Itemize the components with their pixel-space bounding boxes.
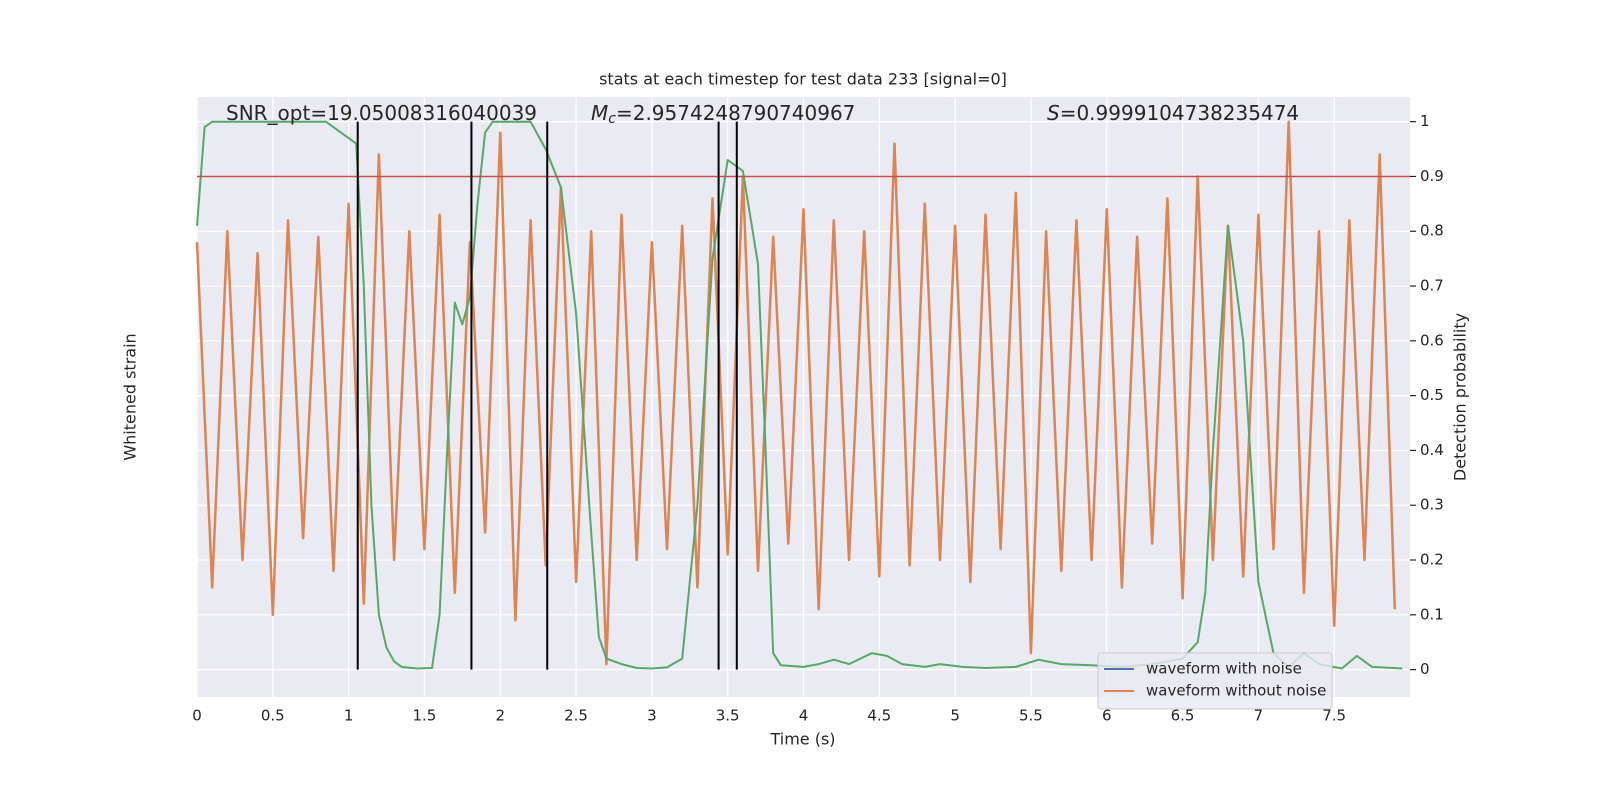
x-tick-label: 4 — [799, 707, 809, 725]
x-tick-label: 7.5 — [1322, 707, 1346, 725]
y2-tick-label: 0 — [1420, 660, 1430, 678]
x-tick-label: 0.5 — [261, 707, 285, 725]
annotation-symbol: M — [591, 101, 608, 125]
legend-label: waveform with noise — [1146, 660, 1302, 678]
chart-title: stats at each timestep for test data 233… — [599, 70, 1007, 89]
y2-tick-label: 0.6 — [1420, 331, 1444, 349]
y2-tick-label: 0.8 — [1420, 222, 1444, 240]
annotation: S=0.9999104738235474 — [1047, 101, 1299, 125]
y2-tick-label: 0.2 — [1420, 551, 1444, 569]
x-tick-label: 3 — [647, 707, 657, 725]
annotation: Mc=2.9574248790740967 — [591, 101, 855, 128]
x-tick-label: 6.5 — [1171, 707, 1195, 725]
x-tick-label: 7 — [1254, 707, 1264, 725]
x-tick-label: 4.5 — [867, 707, 891, 725]
x-tick-label: 1.5 — [413, 707, 437, 725]
y2-tick-label: 0.5 — [1420, 386, 1444, 404]
y2-axis-label: Detection probability — [1451, 313, 1470, 481]
x-tick-label: 5.5 — [1019, 707, 1043, 725]
x-tick-label: 0 — [192, 707, 202, 725]
y2-tick-label: 0.3 — [1420, 496, 1444, 514]
legend-label: waveform without noise — [1146, 682, 1326, 700]
annotation-symbol: S — [1047, 101, 1060, 125]
y2-tick-label: 0.1 — [1420, 605, 1444, 623]
series-line — [195, 120, 1397, 666]
legend-box — [1097, 652, 1333, 710]
y2-tick-label: 0.7 — [1420, 277, 1444, 295]
y2-tick-label: 1 — [1420, 112, 1430, 130]
x-tick-label: 5 — [950, 707, 960, 725]
x-tick-label: 1 — [344, 707, 354, 725]
x-axis-label: Time (s) — [769, 730, 835, 749]
x-tick-label: 6 — [1102, 707, 1112, 725]
annotation-subscript: c — [608, 111, 616, 127]
annotation-text: =0.9999104738235474 — [1060, 101, 1299, 125]
y-axis-label: Whitened strain — [121, 333, 140, 460]
annotation-text: =2.9574248790740967 — [616, 101, 855, 125]
x-tick-label: 3.5 — [716, 707, 740, 725]
x-tick-label: 2 — [495, 707, 505, 725]
annotation: SNR_opt=19.05008316040039 — [226, 101, 537, 125]
annotation-text: SNR_opt=19.05008316040039 — [226, 101, 537, 125]
y2-tick-label: 0.9 — [1420, 167, 1444, 185]
x-tick-label: 2.5 — [564, 707, 588, 725]
series-line — [196, 120, 1403, 670]
y2-tick-label: 0.4 — [1420, 441, 1444, 459]
